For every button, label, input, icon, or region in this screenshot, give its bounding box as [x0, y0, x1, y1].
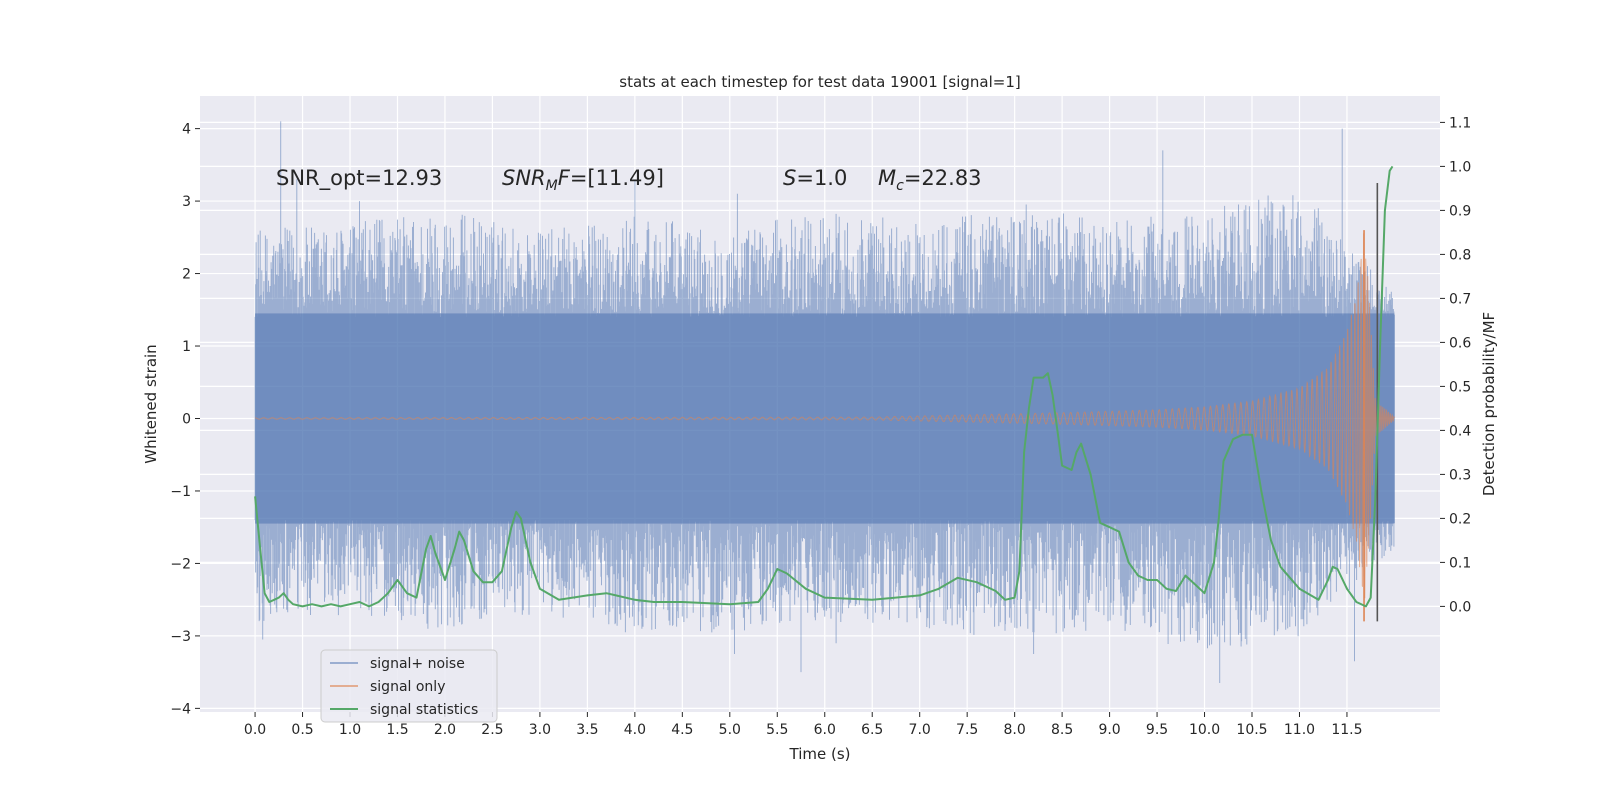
y-axis-label-right: Detection probability/MF [1480, 312, 1498, 496]
y-right-tick-label: 1.1 [1449, 115, 1471, 131]
x-tick-label: 3.5 [576, 722, 598, 738]
x-tick-label: 8.5 [1051, 722, 1073, 738]
legend-label-signal-noise: signal+ noise [370, 656, 465, 672]
x-tick-label: 2.0 [434, 722, 456, 738]
y-tick-label: 2 [182, 267, 191, 283]
annotation-s: S=1.0 [783, 166, 847, 190]
x-tick-label: 9.5 [1146, 722, 1168, 738]
series-signal-statistics [254, 165, 1394, 608]
y-tick-label: −3 [170, 629, 191, 645]
annotations: SNR_opt=12.93 SNRMF=[11.49] S=1.0 Mc=22.… [276, 166, 982, 194]
series-signal-only [255, 233, 1395, 599]
y-right-tick-label: 1.0 [1449, 159, 1471, 175]
x-tick-label: 11.0 [1284, 722, 1315, 738]
x-tick-label: 7.5 [956, 722, 978, 738]
x-tick-label: 10.0 [1189, 722, 1220, 738]
annotation-mc: Mc=22.83 [878, 166, 982, 194]
y-right-tick-label: 0.2 [1449, 511, 1471, 527]
legend-label-signal-only: signal only [370, 679, 445, 695]
x-tick-label: 0.5 [291, 722, 313, 738]
x-tick-label: 1.5 [386, 722, 408, 738]
series-signal-noise [254, 121, 1395, 683]
annotation-snr-opt: SNR_opt=12.93 [276, 166, 442, 191]
chart-title: stats at each timestep for test data 190… [619, 73, 1020, 91]
x-tick-label: 4.5 [671, 722, 693, 738]
data-layer [254, 121, 1395, 683]
y-right-tick-label: 0.4 [1449, 423, 1471, 439]
x-tick-label: 2.5 [481, 722, 503, 738]
x-tick-label: 0.0 [244, 722, 266, 738]
y-tick-label: 1 [182, 339, 191, 355]
y-tick-label: 4 [182, 122, 191, 138]
x-tick-label: 5.0 [719, 722, 741, 738]
annotation-snr-mf: SNRMF=[11.49] [502, 166, 664, 194]
axes: 0.0 0.5 1.0 1.5 2.0 2.5 3.0 3.5 4.0 4.5 5.0 5.5 6.0 6… [170, 115, 1471, 738]
x-tick-label: 5.5 [766, 722, 788, 738]
y-tick-label: −4 [170, 701, 191, 717]
x-tick-label: 3.0 [529, 722, 551, 738]
x-tick-label: 6.0 [814, 722, 836, 738]
y-right-tick-label: 0.0 [1449, 599, 1471, 615]
x-axis-label: Time (s) [789, 745, 851, 763]
y-right-tick-label: 0.8 [1449, 247, 1471, 263]
x-tick-label: 9.0 [1098, 722, 1120, 738]
y-right-tick-label: 0.1 [1449, 555, 1471, 571]
legend: signal+ noise signal only signal statist… [320, 649, 498, 723]
legend-box [320, 649, 498, 723]
x-tick-label: 6.5 [861, 722, 883, 738]
x-tick-label: 4.0 [624, 722, 646, 738]
y-tick-label: 3 [182, 194, 191, 210]
y-tick-label: −2 [170, 556, 191, 572]
x-tick-label: 11.5 [1331, 722, 1362, 738]
y-tick-label: 0 [182, 411, 191, 427]
y-axis-label: Whitened strain [142, 344, 160, 463]
y-right-tick-label: 0.5 [1449, 379, 1471, 395]
y-right-tick-label: 0.3 [1449, 467, 1471, 483]
x-tick-label: 7.0 [909, 722, 931, 738]
y-right-tick-label: 0.6 [1449, 335, 1471, 351]
legend-label-signal-statistics: signal statistics [370, 702, 478, 718]
y-right-tick-label: 0.7 [1449, 291, 1471, 307]
x-tick-label: 1.0 [339, 722, 361, 738]
y-right-tick-label: 0.9 [1449, 203, 1471, 219]
x-tick-label: 10.5 [1236, 722, 1267, 738]
x-tick-label: 8.0 [1004, 722, 1026, 738]
y-tick-label: −1 [170, 484, 191, 500]
